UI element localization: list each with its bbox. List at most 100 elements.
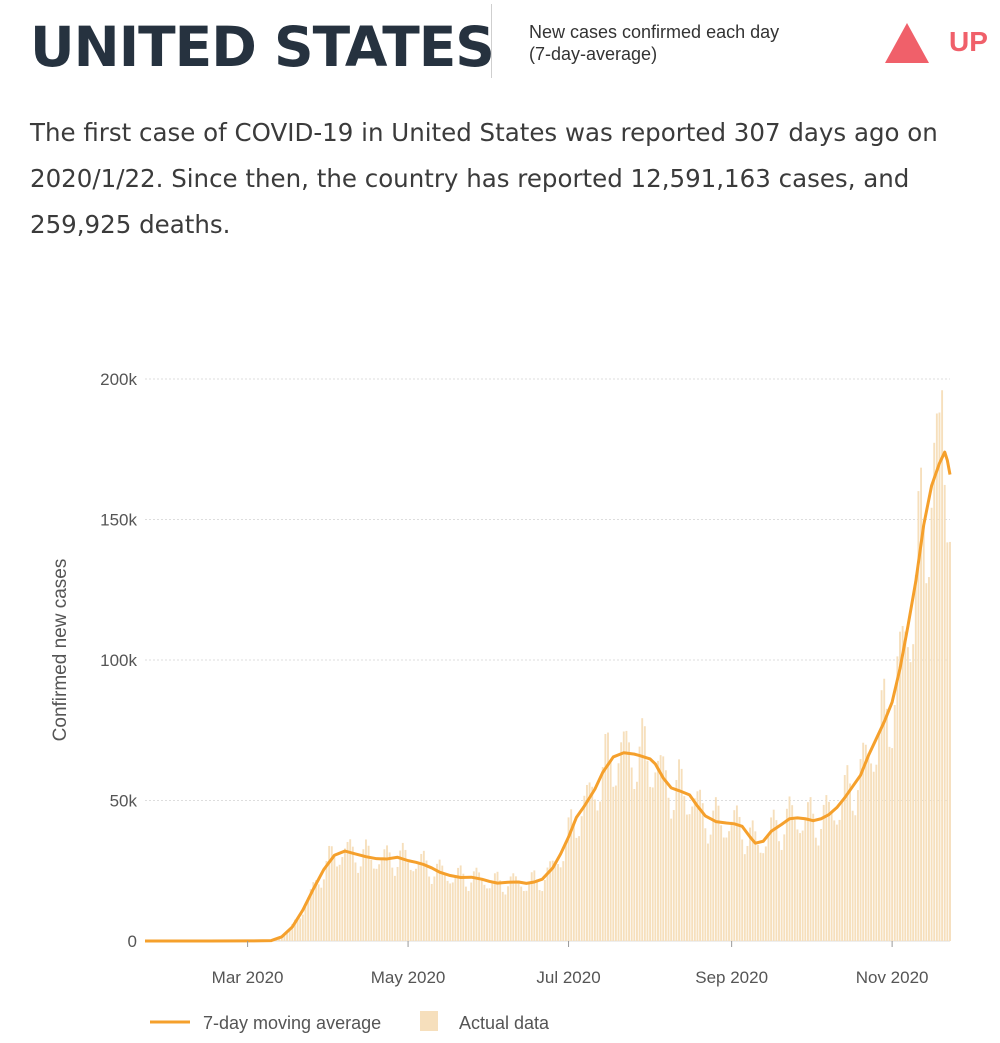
actual-data-bar — [754, 831, 757, 941]
actual-data-bar — [870, 763, 873, 941]
actual-data-bar — [420, 853, 423, 941]
actual-data-bar — [662, 756, 665, 941]
actual-data-bar — [533, 870, 536, 941]
moving-average-layer — [144, 450, 952, 943]
actual-data-bar — [817, 845, 820, 941]
actual-data-bar — [588, 782, 591, 941]
actual-data-bar — [470, 882, 473, 941]
actual-data-bar — [593, 799, 596, 941]
actual-data-bar — [517, 881, 520, 941]
actual-data-bar — [391, 867, 394, 941]
actual-data-bar — [283, 935, 286, 941]
actual-data-bar — [833, 820, 836, 941]
actual-data-bar — [630, 767, 633, 941]
actual-data-bar — [822, 804, 825, 941]
actual-data-bar — [685, 814, 688, 941]
actual-data-bar — [946, 542, 949, 941]
actual-data-bar — [688, 814, 691, 941]
actual-data-bar — [875, 764, 878, 941]
actual-data-bar — [336, 866, 338, 941]
y-tick-label: 50k — [110, 792, 138, 811]
y-axis-title: Confirmed new cases — [50, 559, 71, 742]
actual-data-bar — [664, 770, 667, 941]
actual-data-bar — [893, 705, 896, 941]
actual-data-bar — [683, 796, 686, 941]
actual-data-bar — [522, 891, 525, 941]
actual-data-bar — [296, 918, 299, 941]
summary-text: The first case of COVID-19 in United Sta… — [30, 118, 938, 239]
actual-data-bar — [488, 888, 491, 941]
actual-data-bar — [428, 876, 431, 941]
actual-data-bar — [422, 850, 425, 941]
actual-data-bar — [854, 815, 857, 941]
actual-data-bar — [599, 801, 602, 941]
actual-data-bar — [586, 784, 588, 941]
actual-data-bar — [451, 882, 454, 941]
actual-data-bar — [512, 873, 515, 941]
actual-data-bar — [604, 734, 607, 941]
actual-data-bar — [354, 862, 357, 941]
actual-data-bar — [430, 883, 433, 941]
actual-data-bar — [294, 919, 296, 941]
actual-data-bar — [707, 843, 709, 941]
moving-average-line — [144, 450, 952, 943]
actual-data-bar — [856, 790, 859, 941]
actual-data-bar — [443, 874, 446, 941]
actual-data-bar — [617, 763, 620, 941]
actual-data-bar — [288, 928, 291, 941]
actual-data-bar — [828, 801, 830, 941]
actual-data-bar — [733, 810, 736, 941]
actual-data-bar — [851, 810, 854, 941]
actual-data-bar — [417, 862, 420, 941]
actual-data-bar — [725, 837, 728, 941]
actual-data-bar — [607, 732, 609, 941]
actual-data-bar — [375, 868, 378, 941]
actual-data-bar — [493, 873, 496, 941]
actual-data-bar — [935, 413, 938, 941]
actual-data-bar — [280, 937, 283, 941]
actual-data-bar — [425, 860, 428, 941]
actual-data-bar — [791, 805, 794, 941]
actual-data-bar — [806, 802, 809, 941]
actual-data-bar — [509, 876, 512, 941]
actual-data-bar — [583, 795, 586, 941]
x-tick-label: May 2020 — [371, 968, 446, 987]
actual-data-bar — [654, 772, 657, 941]
actual-data-bar — [465, 886, 467, 941]
actual-data-bar — [793, 819, 796, 941]
actual-data-bar — [362, 849, 365, 941]
actual-data-bar — [412, 871, 415, 941]
actual-data-bar — [670, 818, 673, 941]
actual-data-bar — [659, 755, 662, 941]
actual-data-bar — [378, 864, 381, 941]
actual-data-bar — [643, 726, 646, 941]
actual-data-bar — [507, 886, 509, 941]
actual-data-bar — [778, 841, 780, 941]
actual-data-bar — [372, 868, 375, 941]
trend-caption: New cases confirmed each day (7-day-aver… — [529, 21, 779, 65]
actual-data-bar — [704, 828, 707, 941]
actual-data-bar — [459, 865, 462, 941]
actual-data-bar — [501, 891, 504, 941]
actual-data-bar — [738, 816, 741, 941]
actual-data-bar — [483, 884, 486, 941]
header-divider — [491, 4, 492, 78]
x-tick-label: Sep 2020 — [695, 968, 768, 987]
actual-data-bar — [949, 541, 951, 941]
actual-data-bar — [286, 933, 288, 941]
actual-data-bar — [901, 625, 904, 941]
actual-data-bar — [838, 819, 841, 941]
actual-data-bar — [309, 889, 312, 941]
actual-data-bar — [759, 852, 762, 941]
actual-data-bar — [307, 897, 310, 941]
actual-data-bar — [799, 833, 801, 941]
actual-data-bar — [551, 860, 554, 941]
actual-data-bar — [491, 881, 494, 941]
actual-data-bar — [351, 846, 354, 941]
actual-data-bar — [480, 879, 483, 941]
trend-caption-line-2: (7-day-average) — [529, 44, 658, 64]
actual-data-bar — [404, 849, 407, 941]
y-tick-label: 150k — [100, 511, 137, 530]
actual-data-bar — [757, 844, 759, 941]
actual-data-bar — [454, 876, 457, 941]
